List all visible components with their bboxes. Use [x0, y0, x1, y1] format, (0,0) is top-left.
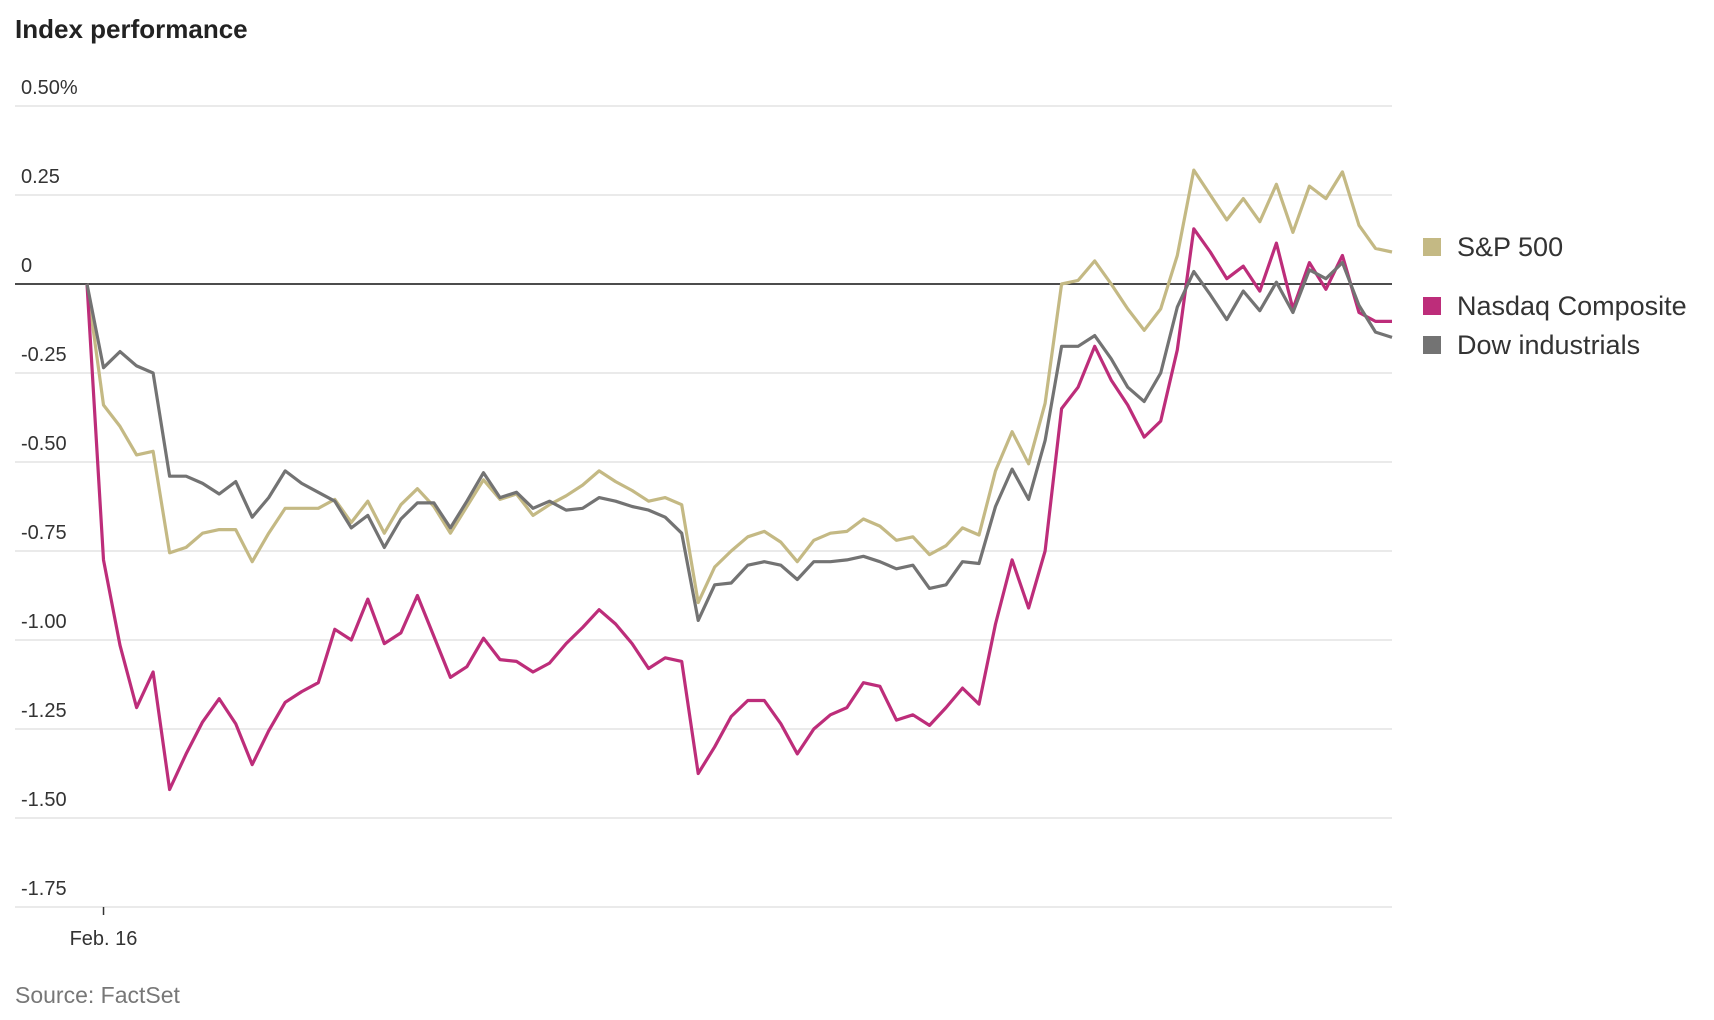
legend-label: Dow industrials — [1457, 330, 1640, 360]
legend-swatch — [1423, 238, 1441, 256]
y-tick-label: -1.50 — [21, 789, 67, 811]
series-line — [85, 227, 1392, 792]
y-tick-label: -0.75 — [21, 522, 67, 544]
x-tick-label: Feb. 16 — [70, 928, 138, 950]
series-line — [85, 261, 1393, 622]
y-tick-label: -0.25 — [21, 344, 67, 366]
legend-swatch — [1423, 336, 1441, 354]
y-tick-label: -0.50 — [21, 433, 67, 455]
y-tick-label: -1.00 — [21, 611, 67, 633]
source: Source: FactSet — [15, 982, 181, 1008]
chart-title: Index performance — [15, 14, 248, 44]
y-tick-label: -1.25 — [21, 700, 67, 722]
y-tick-label: 0.50% — [21, 77, 78, 99]
series-line — [85, 168, 1393, 605]
y-tick-label: 0.25 — [21, 166, 60, 188]
y-tick-label: -1.75 — [21, 878, 67, 900]
legend-label: S&P 500 — [1457, 232, 1563, 262]
y-tick-label: 0 — [21, 255, 32, 277]
legend-label: Nasdaq Composite — [1457, 291, 1687, 321]
legend-swatch — [1423, 297, 1441, 315]
